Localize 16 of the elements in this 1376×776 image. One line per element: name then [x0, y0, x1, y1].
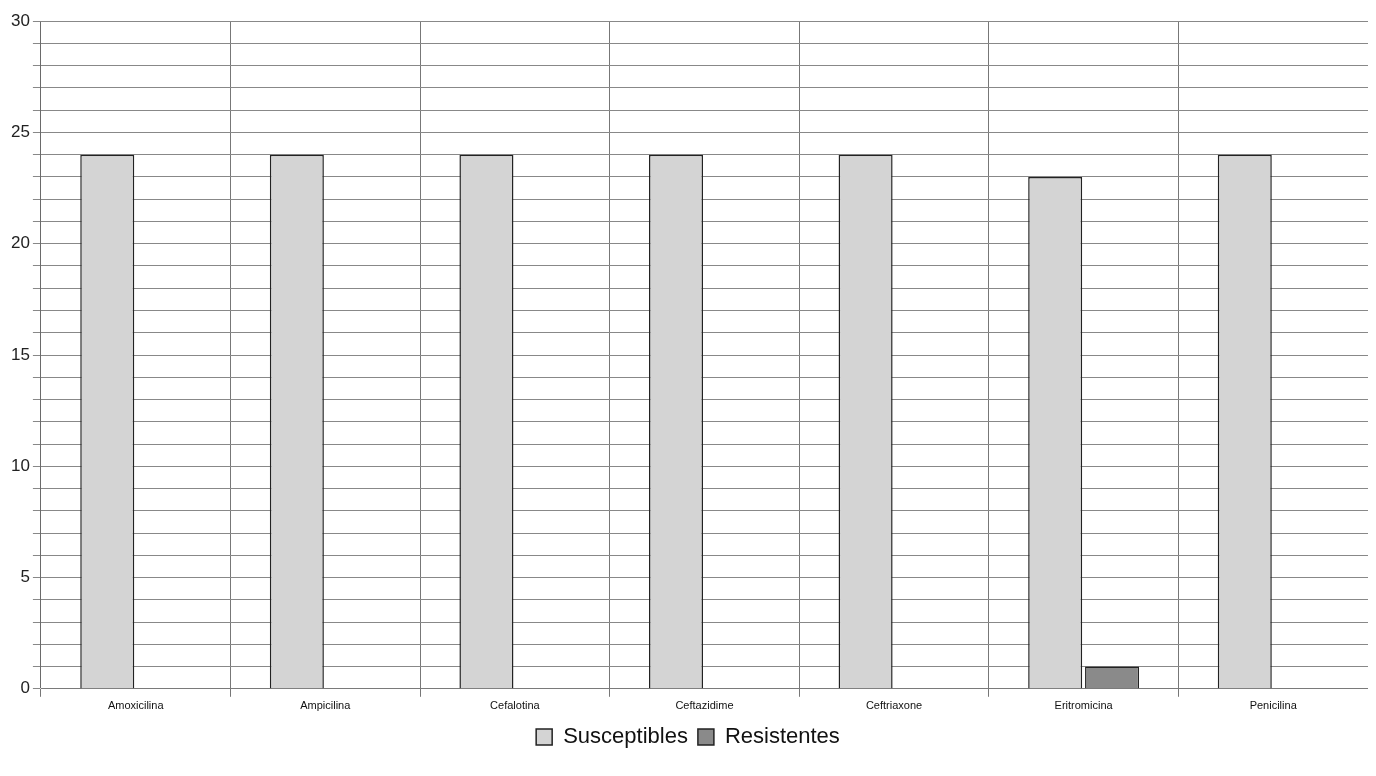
y-tick-label: 15	[10, 344, 30, 364]
y-tick-label: 10	[10, 455, 30, 475]
x-tick-label: Ceftriaxone	[865, 699, 923, 712]
x-tick-label: Ampicilina	[300, 699, 352, 712]
x-tick-label: Ceftazidime	[675, 699, 734, 712]
x-tick-label: Penicilina	[1249, 699, 1298, 712]
y-tick-label: 25	[10, 122, 30, 142]
y-tick-label: 5	[20, 567, 30, 587]
y-tick-label: 20	[10, 233, 30, 253]
legend-label: Susceptibles	[563, 723, 688, 749]
x-tick-label: Cefalotina	[490, 699, 541, 712]
legend-label: Resistentes	[724, 723, 840, 749]
y-tick-label: 30	[10, 10, 30, 30]
y-tick-label: 0	[20, 678, 30, 698]
x-tick-label: Amoxicilina	[107, 699, 165, 712]
x-tick-label: Eritromicina	[1054, 699, 1114, 712]
